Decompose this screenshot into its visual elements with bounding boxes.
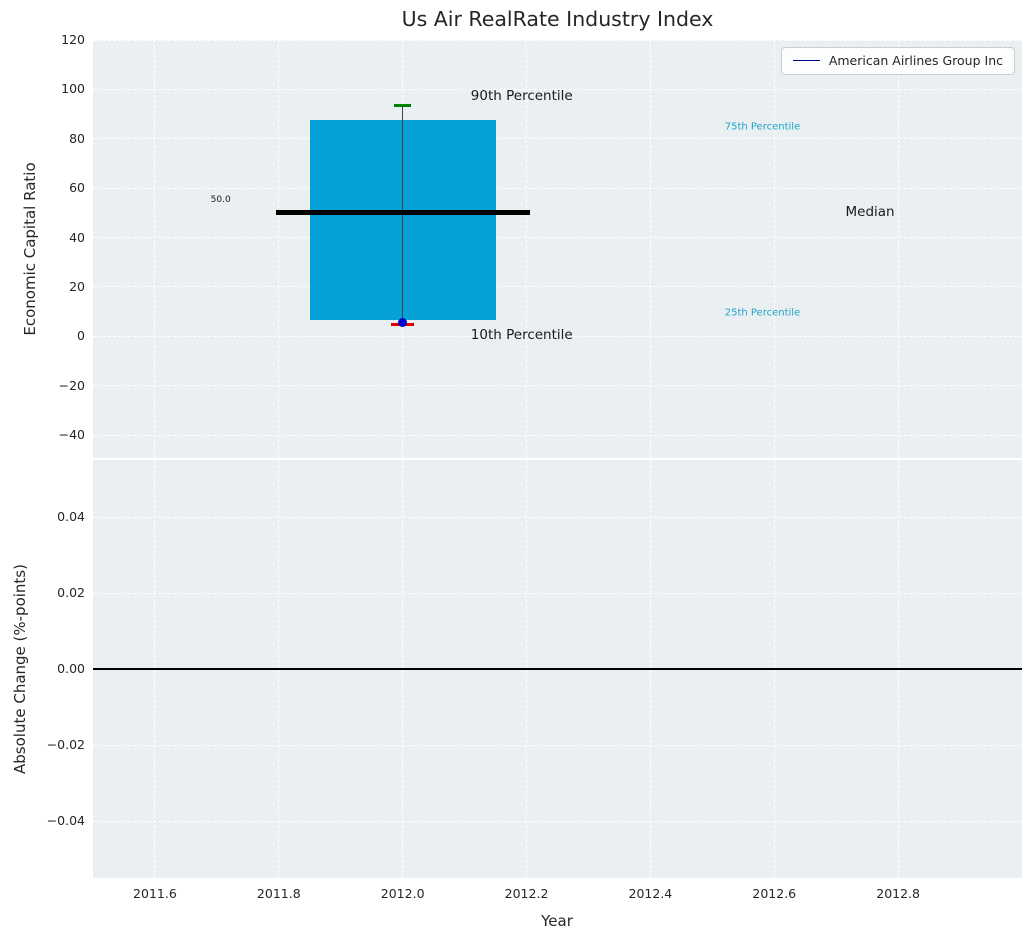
gridline-horizontal (93, 88, 1022, 90)
capital-ratio-plot-area: American Airlines Group Inc 90th Percent… (93, 39, 1022, 458)
annotation-p75-label: 75th Percentile (724, 121, 801, 133)
gridline-vertical (154, 40, 156, 458)
y-tick-label: 0.02 (57, 585, 85, 600)
gridline-horizontal (93, 286, 1022, 288)
annotation-p90-label: 90th Percentile (470, 88, 573, 105)
gridline-horizontal (93, 187, 1022, 189)
gridline-horizontal (93, 516, 1022, 518)
x-tick-label: 2012.2 (504, 886, 549, 901)
legend: American Airlines Group Inc (780, 47, 1015, 75)
gridline-vertical (897, 40, 899, 458)
gridline-horizontal (93, 335, 1022, 337)
company-point (398, 318, 408, 328)
x-tick-label: 2012.8 (876, 886, 920, 901)
gridline-vertical (278, 40, 280, 458)
gridline-horizontal (93, 39, 1022, 41)
annotation-p25-label: 25th Percentile (724, 307, 801, 319)
x-axis-label: Year (541, 912, 573, 930)
y-tick-label: 0.04 (57, 509, 85, 524)
gridline-horizontal (93, 237, 1022, 239)
y-tick-label: 20 (69, 278, 85, 294)
annotation-p10-label: 10th Percentile (470, 327, 573, 344)
gridline-vertical (526, 40, 528, 458)
y-tick-label: −40 (58, 427, 85, 443)
x-tick-label: 2012.6 (752, 886, 797, 901)
gridline-horizontal (93, 434, 1022, 436)
y-tick-label: 100 (61, 81, 85, 97)
gridline-vertical (649, 40, 651, 458)
chart-title: Us Air RealRate Industry Index (401, 7, 714, 31)
gridline-horizontal (93, 744, 1022, 746)
annotation-median-label: Median (845, 204, 895, 221)
legend-line-sample (792, 60, 820, 61)
absolute-change-plot-area (93, 460, 1022, 878)
y-tick-label: −0.04 (46, 813, 85, 828)
y-tick-label: 0.00 (57, 661, 85, 676)
y-tick-label: 40 (69, 229, 85, 245)
x-tick-label: 2011.8 (256, 886, 301, 901)
gridline-horizontal (93, 385, 1022, 387)
gridline-horizontal (93, 592, 1022, 594)
zero-line (93, 668, 1022, 670)
y-tick-label: −0.02 (46, 737, 85, 752)
x-tick-label: 2012.4 (628, 886, 673, 901)
y-tick-label: 120 (61, 32, 85, 47)
median-line (275, 210, 530, 216)
legend-label: American Airlines Group Inc (828, 53, 1003, 68)
x-tick-label: 2011.6 (133, 886, 177, 901)
annotation-median-value-label: 50.0 (210, 194, 231, 205)
gridline-horizontal (93, 138, 1022, 140)
y-tick-label: 80 (69, 130, 85, 146)
y-tick-label: 0 (77, 328, 85, 344)
gridline-horizontal (93, 820, 1022, 822)
y-tick-label: 60 (69, 180, 85, 196)
gridline-vertical (773, 40, 775, 458)
p90-whisker-cap (393, 104, 412, 107)
x-tick-label: 2012.0 (380, 886, 425, 901)
y-tick-label: −20 (58, 377, 85, 393)
